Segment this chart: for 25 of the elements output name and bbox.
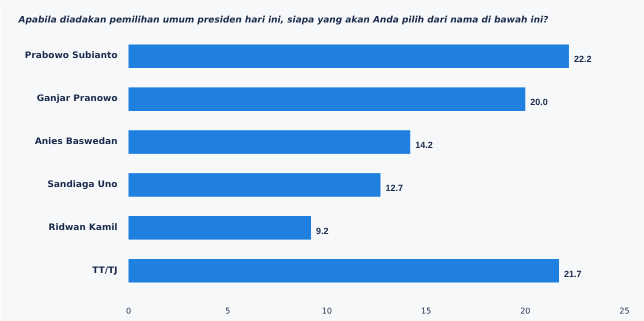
data-label: 21.7	[564, 268, 582, 279]
bar	[128, 173, 380, 197]
x-tick-label: 5	[225, 306, 230, 316]
x-tick-label: 0	[126, 306, 132, 316]
y-tick-label: Ganjar Pranowo	[36, 94, 118, 104]
data-label: 20.0	[530, 97, 548, 108]
bar	[128, 87, 526, 111]
y-tick-label: Sandiaga Uno	[47, 180, 118, 190]
y-tick-label: TT/TJ	[92, 266, 118, 276]
x-tick-label: 25	[619, 306, 630, 316]
bar	[128, 258, 560, 283]
bar	[128, 44, 569, 68]
data-label: 22.2	[574, 54, 592, 64]
bar	[128, 130, 410, 154]
data-label: 9.2	[316, 226, 329, 236]
y-tick-label: Ridwan Kamil	[48, 222, 118, 233]
y-tick-label: Prabowo Subianto	[24, 51, 118, 62]
bar	[128, 216, 312, 240]
x-tick-label: 10	[322, 306, 332, 316]
chart-title: Apabila diadakan pemilihan umum presiden hari ini, siapa yang akan Anda pilih dari nama di bawah ini?	[18, 16, 548, 26]
y-tick-label: Anies Baswedan	[34, 137, 118, 148]
x-tick-label: 20	[520, 306, 530, 316]
data-label: 14.2	[415, 140, 433, 150]
data-label: 12.7	[385, 182, 403, 193]
x-tick-label: 15	[421, 306, 432, 316]
